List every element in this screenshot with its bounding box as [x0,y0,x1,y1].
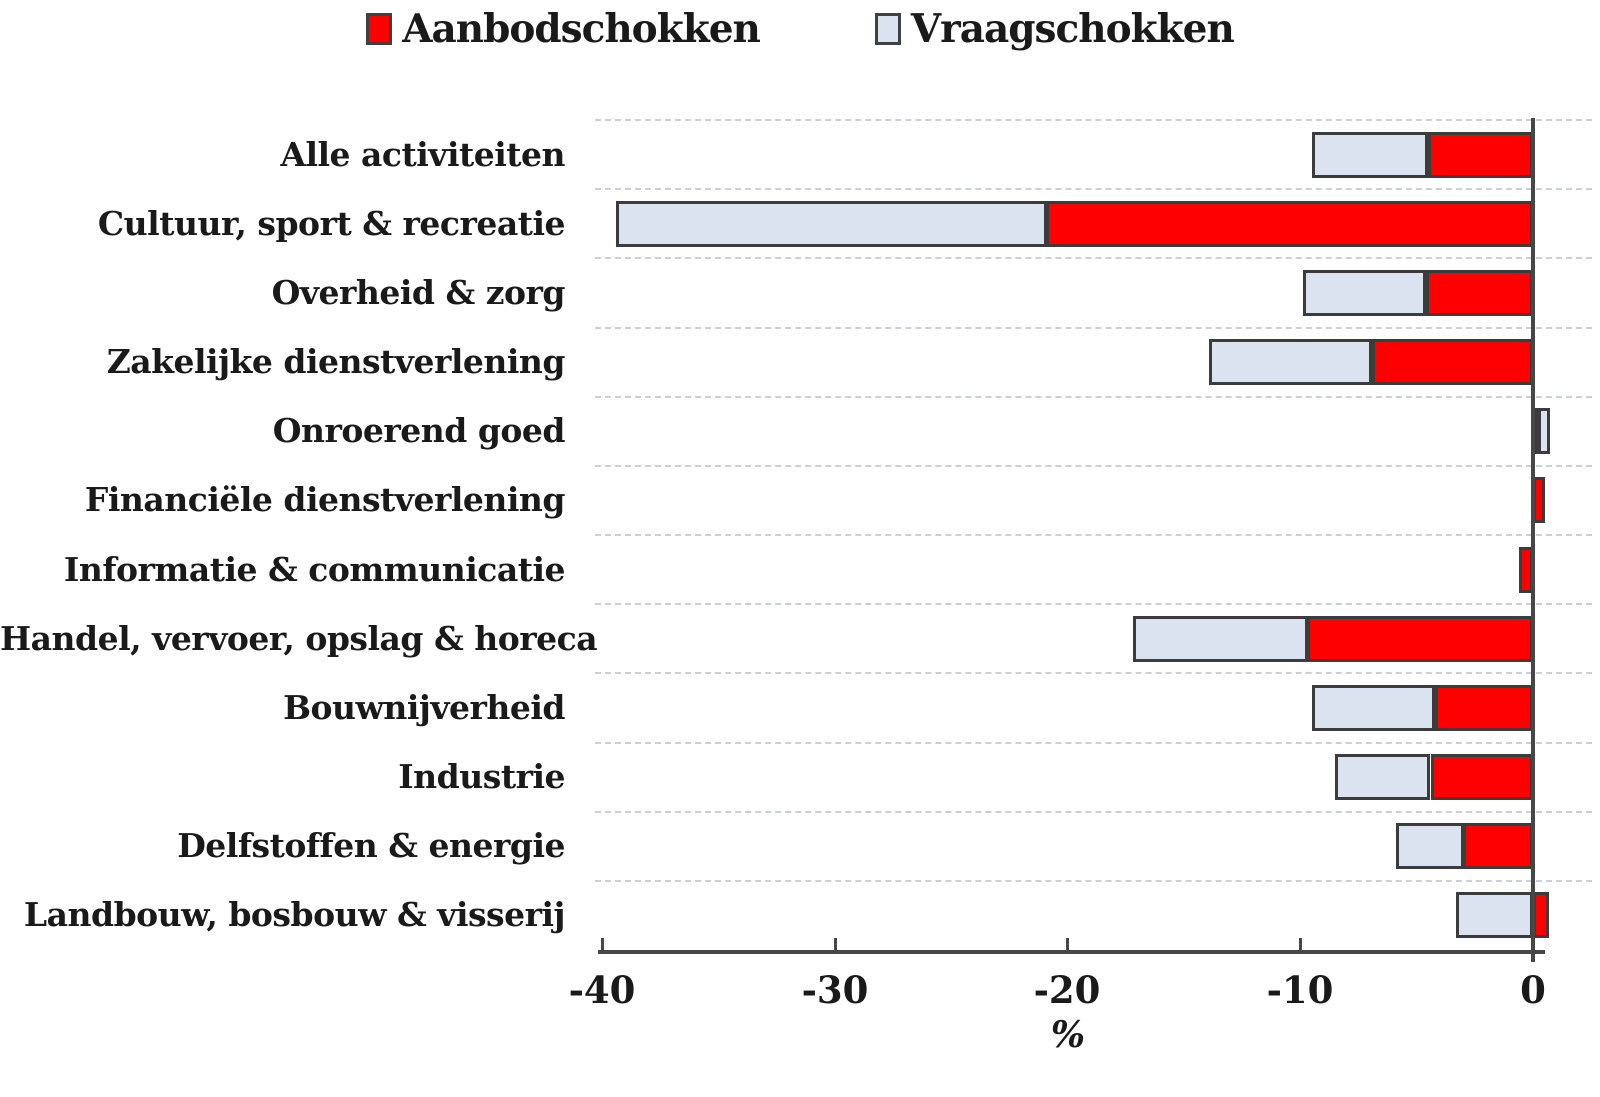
gridline [595,672,1592,675]
gridline [595,464,1592,467]
legend-swatch-vraagschokken-icon [874,13,901,45]
gridline [595,119,1592,121]
bar-aanbodschokken [1533,892,1549,938]
category-label: Handel, vervoer, opslag & horeca [0,619,598,658]
bar-vraagschokken [1396,823,1464,869]
gridline [595,879,1592,882]
category-label: Onroerend goed [272,411,566,450]
bar-vraagschokken [1209,339,1372,385]
bar-vraagschokken [1335,754,1430,800]
bar-aanbodschokken [1372,339,1533,385]
category-label: Alle activiteiten [280,135,565,174]
gridline [595,188,1592,191]
x-axis-line [598,950,1545,954]
bar-vraagschokken [1312,132,1428,178]
bar-aanbodschokken [1046,201,1533,247]
x-axis-tick [1066,938,1069,950]
category-label: Bouwnijverheid [283,688,565,727]
x-tick-label: -10 [1266,968,1334,1012]
x-tick-label: -30 [801,968,869,1012]
bar-vraagschokken [616,201,1047,247]
x-axis-title: % [1050,1014,1086,1056]
category-label: Overheid & zorg [271,273,566,312]
legend-item-vraagschokken: Vraagschokken [874,6,1235,52]
gridline [595,395,1592,398]
x-tick-label: 0 [1520,968,1546,1012]
category-label: Landbouw, bosbouw & visserij [23,895,566,934]
bar-aanbodschokken [1307,616,1533,662]
category-label: Industrie [398,757,565,796]
category-label: Delfstoffen & energie [177,826,565,865]
bar-vraagschokken [1456,892,1533,938]
category-label: Financiële dienstverlening [84,480,566,519]
bar-vraagschokken [1538,408,1550,454]
x-tick-label: -40 [568,968,636,1012]
category-label: Informatie & communicatie [63,550,566,589]
bar-aanbodschokken [1431,754,1533,800]
gridline [595,603,1592,606]
bar-vraagschokken [1303,270,1426,316]
gridline [595,741,1592,744]
x-axis-tick [601,938,604,950]
bar-vraagschokken [1312,685,1435,731]
x-axis-tick [834,938,837,950]
legend-item-aanbodschokken: Aanbodschokken [366,6,761,52]
legend: Aanbodschokken Vraagschokken [0,6,1600,52]
gridline [595,534,1592,536]
legend-label-vraagschokken: Vraagschokken [910,6,1235,52]
category-label: Cultuur, sport & recreatie [97,204,566,243]
x-axis-tick [1299,938,1302,950]
x-tick-label: -20 [1033,968,1101,1012]
bar-vraagschokken [1133,616,1308,662]
bar-aanbodschokken [1428,132,1533,178]
bar-aanbodschokken [1435,685,1533,731]
zero-axis-line [1531,118,1535,962]
category-label: Zakelijke dienstverlening [106,342,566,381]
gridline [595,326,1592,329]
gridline [595,257,1592,260]
gridline [595,810,1592,813]
legend-label-aanbodschokken: Aanbodschokken [402,6,761,52]
legend-swatch-aanbodschokken-icon [366,13,393,45]
bar-aanbodschokken [1463,823,1533,869]
bar-aanbodschokken [1426,270,1533,316]
